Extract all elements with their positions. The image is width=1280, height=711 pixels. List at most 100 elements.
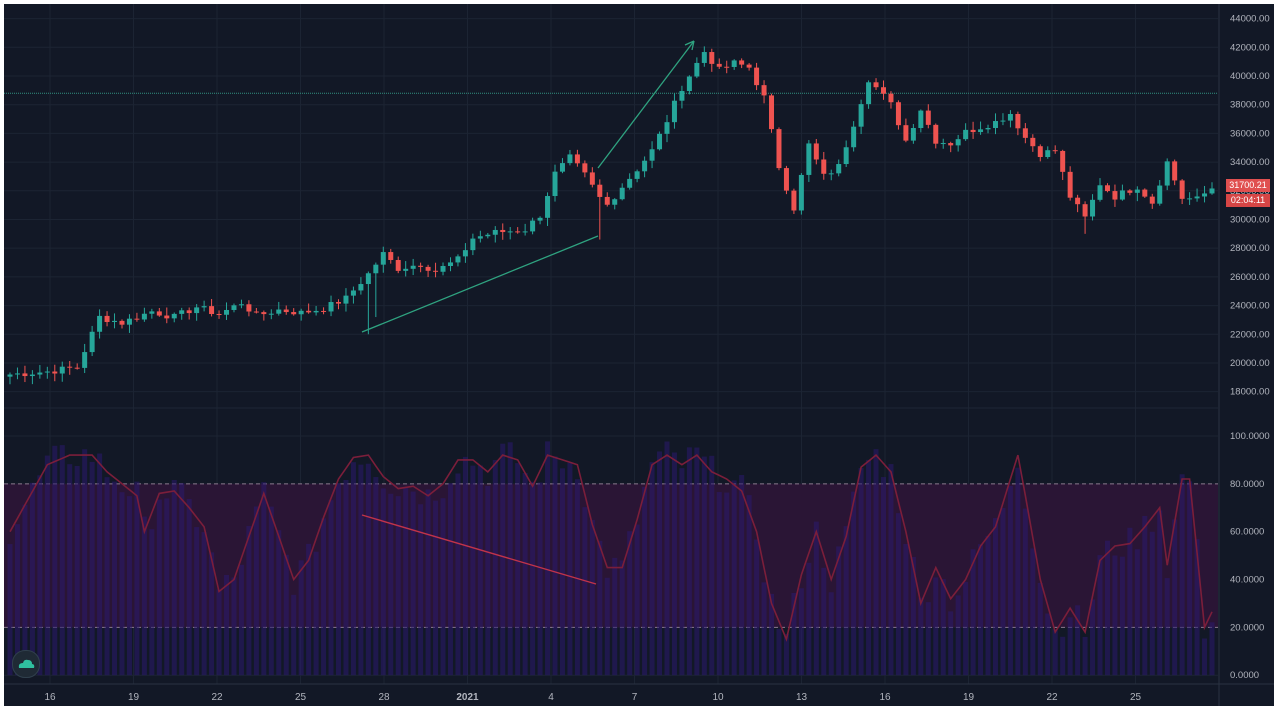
candle-body bbox=[1037, 146, 1043, 158]
oscillator-bar bbox=[731, 480, 737, 676]
oscillator-bar bbox=[933, 577, 939, 676]
y-tick-label: 22000.00 bbox=[1230, 329, 1270, 340]
oscillator-bar bbox=[22, 504, 28, 676]
oscillator-bar bbox=[582, 507, 588, 676]
candle-body bbox=[425, 266, 431, 271]
candle-body bbox=[657, 133, 663, 150]
candle-body bbox=[1164, 161, 1170, 186]
oscillator-bar bbox=[433, 500, 439, 676]
oscillator-bar bbox=[1112, 555, 1118, 676]
oscillator-bar bbox=[97, 453, 103, 676]
oscillator-bar bbox=[224, 574, 230, 676]
y-tick-label: 20000.00 bbox=[1230, 358, 1270, 369]
y-tick-label: 24000.00 bbox=[1230, 301, 1270, 312]
candle-body bbox=[1149, 196, 1155, 204]
y-tick-label: 38000.00 bbox=[1230, 100, 1270, 111]
oscillator-bar bbox=[1030, 548, 1036, 676]
trend-arrow-head bbox=[684, 40, 695, 51]
oscillator-bar bbox=[642, 486, 648, 676]
oscillator-bar bbox=[171, 479, 177, 676]
candle-body bbox=[1119, 190, 1125, 200]
chart-canvas[interactable]: 44000.00 42000.00 40000.00 38000.00 36000.00… bbox=[4, 4, 1274, 706]
oscillator-bar bbox=[403, 487, 409, 676]
candle-body bbox=[761, 85, 767, 96]
oscillator-bar bbox=[253, 506, 259, 676]
candle-body bbox=[462, 250, 468, 257]
oscillator-bar bbox=[866, 459, 872, 676]
candle-body bbox=[522, 231, 528, 233]
candle-body bbox=[642, 160, 648, 172]
candle-body bbox=[141, 313, 147, 320]
oscillator-bar bbox=[1142, 515, 1148, 676]
oscillator-bar bbox=[746, 495, 752, 676]
candle-body bbox=[365, 273, 371, 285]
oscillator-bar bbox=[291, 594, 297, 676]
oscillator-bar bbox=[1104, 540, 1110, 676]
candle-body bbox=[350, 290, 356, 296]
candle-body bbox=[104, 315, 110, 322]
candle-body bbox=[1179, 180, 1185, 199]
candle-body bbox=[754, 67, 760, 86]
oscillator-bar bbox=[1082, 636, 1088, 676]
candle-body bbox=[231, 305, 237, 310]
x-tick-label: 25 bbox=[295, 692, 307, 703]
candle-body bbox=[119, 320, 125, 325]
candle-body bbox=[335, 302, 341, 304]
oscillator-bar bbox=[455, 473, 461, 676]
y-tick-label: 34000.00 bbox=[1230, 157, 1270, 168]
oscillator-bar bbox=[1007, 485, 1013, 676]
oscillator-bar bbox=[716, 492, 722, 676]
oscillator-bar bbox=[992, 518, 998, 676]
chart-frame[interactable]: 44000.00 42000.00 40000.00 38000.00 36000.00… bbox=[4, 4, 1274, 706]
candle-body bbox=[619, 187, 625, 200]
candle-body bbox=[970, 129, 976, 133]
x-tick-label: 19 bbox=[128, 692, 140, 703]
candle-body bbox=[418, 265, 424, 267]
x-tick-label: 16 bbox=[44, 692, 56, 703]
x-tick-label: 22 bbox=[1046, 692, 1058, 703]
candle-body bbox=[828, 173, 834, 175]
oscillator-bar bbox=[1187, 481, 1193, 676]
candle-body bbox=[194, 307, 200, 314]
oscillator-bar bbox=[410, 491, 416, 676]
oscillator-bar bbox=[67, 464, 73, 676]
cloud-icon[interactable] bbox=[12, 650, 40, 678]
oscillator-bar bbox=[537, 482, 543, 676]
y-tick-label: 26000.00 bbox=[1230, 272, 1270, 283]
candle-body bbox=[492, 229, 498, 235]
oscillator-bar bbox=[1134, 549, 1140, 676]
oscillator-bar bbox=[918, 597, 924, 676]
oscillator-bar bbox=[462, 456, 468, 676]
oscillator-bar bbox=[261, 482, 267, 676]
candle-body bbox=[866, 82, 872, 105]
candle-body bbox=[186, 310, 192, 314]
candle-body bbox=[74, 367, 80, 369]
candle-body bbox=[671, 100, 677, 123]
candle-body bbox=[604, 196, 610, 205]
candle-body bbox=[97, 315, 103, 332]
candle-body bbox=[806, 143, 812, 175]
candle-body bbox=[1045, 150, 1051, 158]
oscillator-bar bbox=[559, 468, 565, 676]
candle-body bbox=[627, 178, 633, 188]
candle-body bbox=[776, 129, 782, 169]
oscillator-bar bbox=[134, 481, 140, 676]
osc-y-tick-label: 20.0000 bbox=[1230, 622, 1264, 633]
oscillator-bar bbox=[1037, 582, 1043, 676]
candle-body bbox=[1000, 120, 1006, 122]
y-tick-label: 44000.00 bbox=[1230, 14, 1270, 25]
candle-body bbox=[746, 64, 752, 68]
oscillator-bar bbox=[970, 549, 976, 676]
oscillator-bar bbox=[1194, 539, 1200, 676]
x-tick-label: 13 bbox=[796, 692, 808, 703]
candle-body bbox=[515, 231, 521, 233]
candle-body bbox=[821, 159, 827, 174]
oscillator-bar bbox=[365, 463, 371, 676]
oscillator-bar bbox=[321, 518, 327, 676]
candle-body bbox=[201, 306, 207, 308]
oscillator-bar bbox=[313, 551, 319, 676]
oscillator-bar bbox=[1097, 555, 1103, 676]
oscillator-bar bbox=[1015, 467, 1021, 676]
candle-body bbox=[634, 171, 640, 179]
candle-body bbox=[694, 62, 700, 77]
